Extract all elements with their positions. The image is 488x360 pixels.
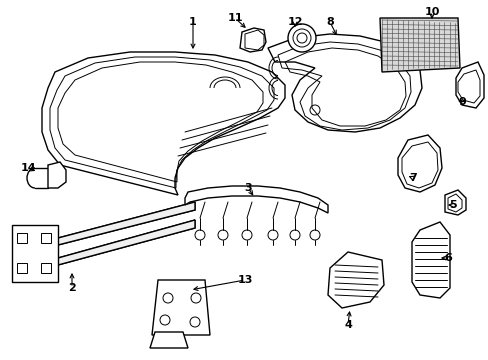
Polygon shape (48, 162, 66, 188)
Polygon shape (327, 252, 383, 308)
Polygon shape (411, 222, 449, 298)
Polygon shape (240, 28, 265, 52)
Bar (41, 233, 51, 243)
Circle shape (287, 24, 315, 52)
Text: 7: 7 (408, 173, 416, 183)
Text: 8: 8 (325, 17, 333, 27)
Text: 6: 6 (443, 253, 451, 263)
Bar (17, 263, 27, 273)
Text: 3: 3 (244, 183, 251, 193)
Polygon shape (184, 186, 327, 213)
Text: 4: 4 (344, 320, 351, 330)
Polygon shape (455, 62, 483, 108)
Polygon shape (397, 135, 441, 192)
Polygon shape (12, 225, 58, 282)
Text: 12: 12 (286, 17, 302, 27)
Text: 14: 14 (20, 163, 36, 173)
Polygon shape (58, 220, 195, 265)
Text: 13: 13 (237, 275, 252, 285)
Text: 2: 2 (68, 283, 76, 293)
Bar (17, 233, 27, 243)
Text: 11: 11 (227, 13, 242, 23)
Text: 5: 5 (448, 200, 456, 210)
Polygon shape (150, 332, 187, 348)
Text: 9: 9 (457, 97, 465, 107)
Polygon shape (444, 190, 465, 215)
Polygon shape (58, 220, 195, 265)
Text: 10: 10 (424, 7, 439, 17)
Polygon shape (42, 52, 285, 195)
Polygon shape (58, 202, 195, 245)
Bar (41, 263, 51, 273)
Polygon shape (152, 280, 209, 335)
Polygon shape (267, 34, 421, 132)
Polygon shape (58, 202, 195, 245)
Text: 1: 1 (189, 17, 197, 27)
Polygon shape (379, 18, 459, 72)
